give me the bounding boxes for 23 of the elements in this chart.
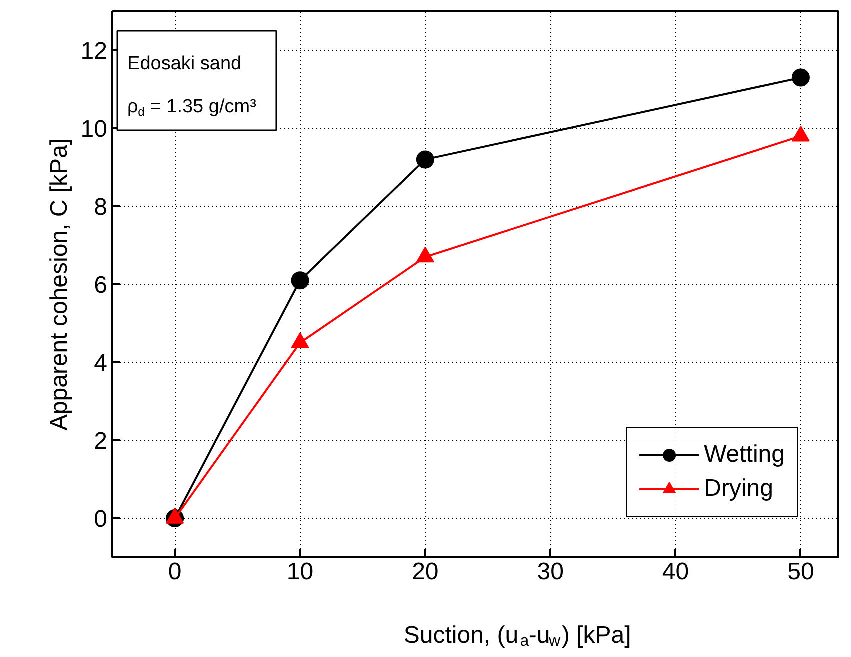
x-tick-label: 50 [788,558,814,586]
point [416,246,434,263]
point [291,332,310,348]
point [291,272,310,290]
y-tick-label: 8 [94,194,108,221]
y-tick-label: 0 [94,506,108,533]
x-tick-label: 30 [537,558,564,586]
point [792,68,810,87]
legend-label: Drying [704,475,774,503]
legend-label: Wetting [704,441,785,469]
y-tick-label: 10 [80,116,108,143]
annotation: Edosaki sand [128,54,242,75]
point [416,150,434,169]
y-tick-label: 12 [80,38,108,65]
y-tick-label: 6 [94,272,108,299]
y-tick-label: 4 [94,350,108,377]
y-tick-label: 2 [94,428,108,455]
x-tick-label: 20 [412,558,439,586]
x-tick-label: 0 [168,558,182,586]
point [166,508,184,524]
y-axis-title: Apparent cohesion, C [kPa] [46,138,73,431]
x-tick-label: 40 [662,558,690,586]
x-tick-label: 10 [286,558,314,586]
